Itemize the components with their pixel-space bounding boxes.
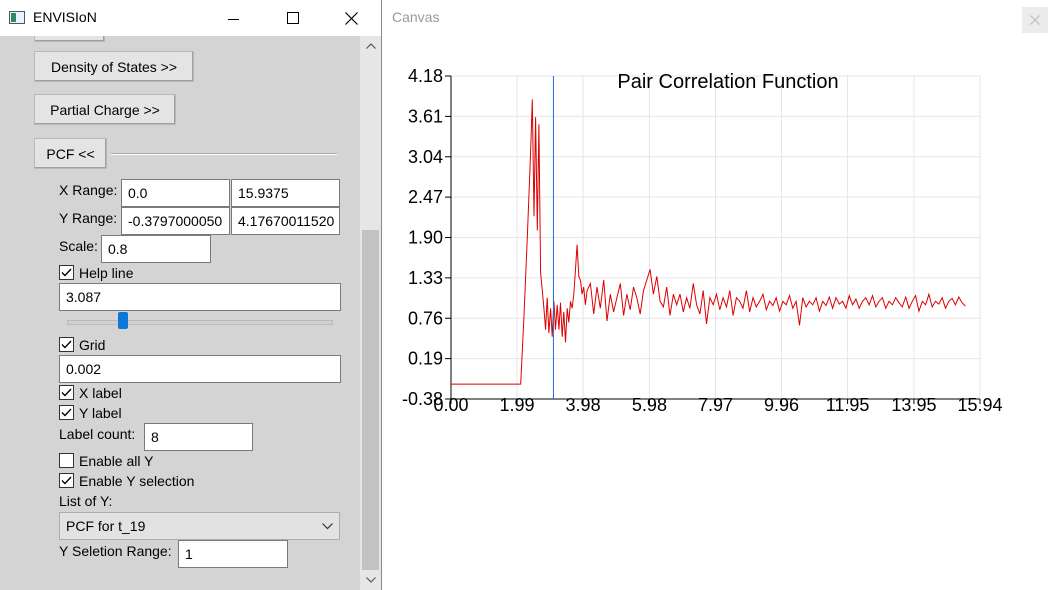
scroll-up-button[interactable] [360, 36, 381, 56]
scrollbar-thumb[interactable] [362, 230, 379, 570]
x-range-label: X Range: [59, 182, 118, 198]
list-of-y-dropdown[interactable]: PCF for t_19 [59, 512, 340, 540]
y-tick-label: 1.90 [408, 228, 443, 248]
y-range-min-input[interactable]: -0.3797000050 [121, 207, 230, 235]
list-of-y-label: List of Y: [59, 493, 113, 509]
x-tick-label: 11.95 [826, 395, 870, 415]
title-bar[interactable]: ENVISIoN [0, 0, 381, 36]
help-line-slider-track[interactable] [67, 320, 333, 325]
y-tick-label: 0.76 [408, 308, 443, 328]
y-tick-label: 0.19 [408, 349, 443, 369]
list-of-y-selected: PCF for t_19 [66, 518, 146, 534]
y-tick-label: 3.61 [408, 106, 443, 126]
grid-label: Grid [79, 337, 106, 353]
close-button[interactable] [328, 0, 374, 36]
x-label-checkbox[interactable] [59, 385, 74, 400]
x-tick-label: 5.98 [632, 395, 667, 415]
x-tick-label: 0.00 [433, 395, 468, 415]
help-line-label: Help line [79, 265, 134, 281]
enable-all-y-label: Enable all Y [79, 453, 154, 469]
scale-label: Scale: [59, 238, 98, 254]
checkmark-icon [61, 268, 72, 277]
scroll-down-button[interactable] [360, 570, 381, 590]
label-count-label: Label count: [59, 426, 136, 442]
collapsed-section-button[interactable] [34, 36, 105, 42]
label-count-input[interactable]: 8 [144, 423, 253, 451]
y-range-max-input[interactable]: 4.17670011520 [231, 207, 340, 235]
app-icon [9, 11, 25, 24]
enable-all-y-checkbox[interactable] [59, 453, 74, 468]
chart-grid [450, 75, 981, 400]
maximize-button[interactable] [270, 0, 316, 36]
close-icon [344, 11, 358, 25]
y-tick-label: 3.04 [408, 147, 443, 167]
canvas-close-button[interactable] [1022, 7, 1048, 33]
chart-title: Pair Correlation Function [617, 71, 838, 93]
enable-y-selection-label: Enable Y selection [79, 473, 195, 489]
app-title: ENVISIoN [33, 9, 97, 25]
checkmark-icon [61, 340, 72, 349]
x-range-max-input[interactable]: 15.9375 [231, 179, 340, 207]
grid-input[interactable]: 0.002 [59, 355, 341, 383]
y-selection-range-label: Y Seletion Range: [59, 543, 172, 559]
x-tick-label: 3.98 [566, 395, 601, 415]
x-tick-label: 1.99 [500, 395, 535, 415]
x-tick-labels: 0.00 1.99 3.98 5.98 7.97 9.96 11.95 13.95 15.94 [433, 395, 1002, 415]
chevron-up-icon [365, 43, 376, 49]
vertical-scrollbar[interactable] [360, 36, 381, 590]
y-range-label: Y Range: [59, 210, 118, 226]
x-range-min-input[interactable]: 0.0 [121, 179, 230, 207]
scale-input[interactable]: 0.8 [101, 235, 211, 263]
y-tick-label: -0.38 [402, 389, 443, 409]
x-tick-label: 15.94 [957, 395, 1002, 415]
chevron-down-icon [322, 522, 333, 529]
x-tick-label: 9.96 [764, 395, 799, 415]
minimize-icon [227, 18, 239, 20]
density-of-states-button[interactable]: Density of States >> [34, 51, 194, 82]
help-line-input[interactable]: 3.087 [59, 283, 341, 311]
y-label-checkbox[interactable] [59, 405, 74, 420]
enable-y-selection-checkbox[interactable] [59, 473, 74, 488]
x-tick-label: 7.97 [698, 395, 733, 415]
envision-window: ENVISIoN Density of States >> Partial Ch… [0, 0, 382, 590]
y-selection-range-input[interactable]: 1 [178, 540, 288, 568]
y-tick-labels: 4.18 3.61 3.04 2.47 1.90 1.33 0.76 0.19 -0.38 [402, 66, 451, 409]
checkmark-icon [61, 476, 72, 485]
pcf-divider [111, 153, 337, 155]
y-tick-label: 1.33 [408, 268, 443, 288]
maximize-icon [287, 12, 299, 24]
y-tick-label: 4.18 [408, 66, 443, 86]
checkmark-icon [61, 388, 72, 397]
chevron-down-icon [365, 577, 376, 583]
canvas-title: Canvas [392, 9, 440, 25]
grid-checkbox[interactable] [59, 337, 74, 352]
close-icon [1030, 15, 1040, 25]
pcf-series-line [451, 99, 966, 385]
pcf-button[interactable]: PCF << [34, 138, 107, 169]
partial-charge-button[interactable]: Partial Charge >> [34, 94, 176, 125]
help-line-slider-handle[interactable] [118, 312, 129, 329]
y-label-label: Y label [79, 405, 122, 421]
settings-panel: Density of States >> Partial Charge >> P… [0, 36, 360, 590]
minimize-button[interactable] [210, 0, 256, 36]
y-tick-label: 2.47 [408, 187, 443, 207]
x-label-label: X label [79, 385, 122, 401]
help-line-checkbox[interactable] [59, 265, 74, 280]
x-tick-label: 13.95 [891, 395, 936, 415]
checkmark-icon [61, 408, 72, 417]
pcf-chart[interactable]: 4.18 3.61 3.04 2.47 1.90 1.33 0.76 0.19 -0.38 0.… [383, 36, 1043, 436]
